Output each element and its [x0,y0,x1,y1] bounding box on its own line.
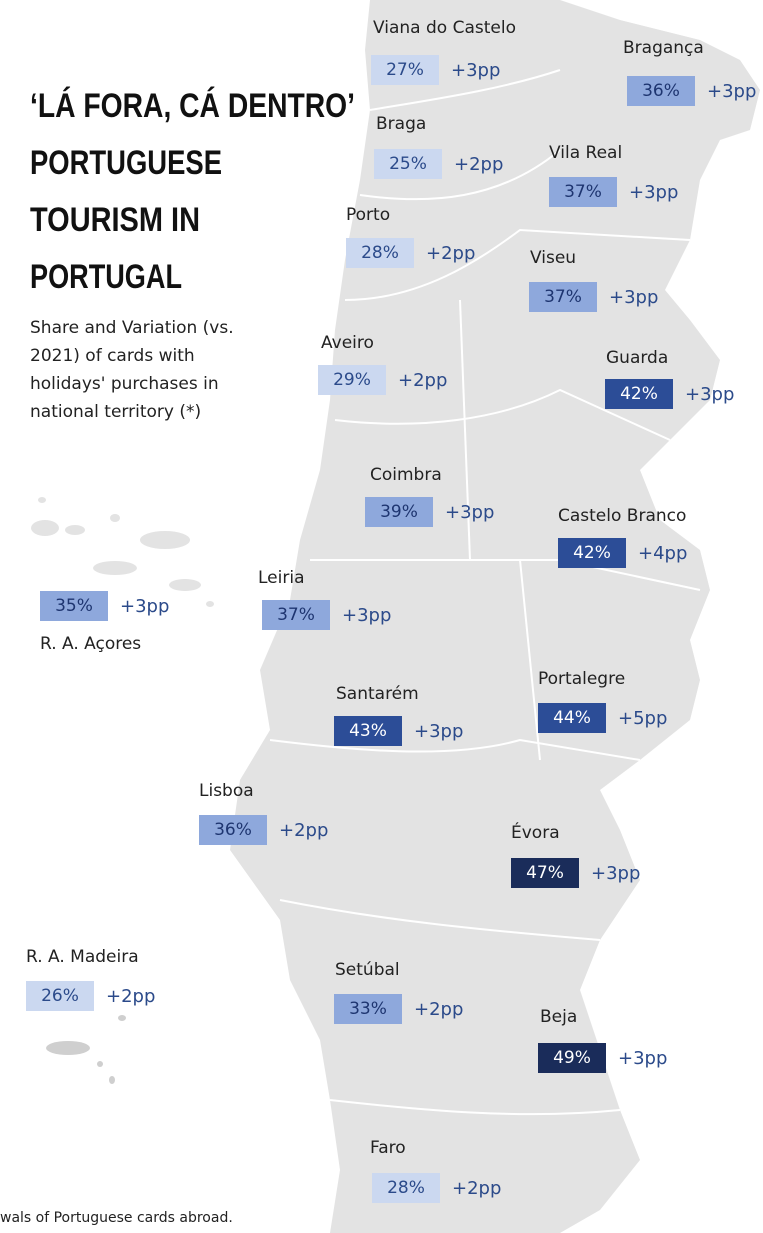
subtitle-line: Share and Variation (vs. [30,318,234,338]
subtitle-line: 2021) of cards with [30,346,195,366]
share-label: 28% [387,1178,425,1198]
variation-label: +3pp [591,863,640,884]
variation-label: +2pp [106,986,155,1007]
share-box [538,703,606,733]
share-box [199,815,267,845]
title-line: PORTUGUESE [30,144,222,182]
share-box [374,149,442,179]
variation-label: +3pp [445,502,494,523]
region-name: Vila Real [549,143,622,163]
share-label: 39% [380,502,418,522]
region-name: Guarda [606,348,668,368]
share-box [365,497,433,527]
region-name: Santarém [336,684,419,704]
title-line: TOURISM IN [30,201,200,239]
subtitle-line: holidays' purchases in [30,374,219,394]
variation-label: +3pp [685,384,734,405]
share-box [511,858,579,888]
share-box [372,1173,440,1203]
variation-label: +4pp [638,543,687,564]
region-name: Porto [346,205,390,225]
share-label: 27% [386,60,424,80]
share-box [262,600,330,630]
region-name: Castelo Branco [558,506,686,526]
variation-label: +3pp [451,60,500,81]
region-name: Viana do Castelo [373,18,516,38]
share-label: 42% [620,384,658,404]
variation-label: +3pp [609,287,658,308]
share-box [318,365,386,395]
share-box [346,238,414,268]
region-name: Braga [376,114,426,134]
variation-label: +3pp [342,605,391,626]
share-label: 29% [333,370,371,390]
variation-label: +3pp [120,596,169,617]
share-box [538,1043,606,1073]
title-line: ‘LÁ FORA, CÁ DENTRO’ [30,87,355,125]
region-name: Portalegre [538,669,625,689]
share-label: 36% [642,81,680,101]
regions: Viana do Castelo 27% +3pp Bragança 36% +3pp Br… [26,18,756,1203]
islands [31,497,214,1084]
footnote: wals of Portuguese cards abroad. [0,1210,233,1226]
variation-label: +2pp [414,999,463,1020]
share-label: 43% [349,721,387,741]
share-label: 44% [553,708,591,728]
region-name: Coimbra [370,465,442,485]
share-box [549,177,617,207]
variation-label: +2pp [279,820,328,841]
share-box [26,981,94,1011]
share-label: 47% [526,863,564,883]
region-name: Leiria [258,568,304,588]
share-box [558,538,626,568]
share-box [605,379,673,409]
variation-label: +3pp [618,1048,667,1069]
region-name: Aveiro [321,333,374,353]
subtitle-line: national territory (*) [30,402,201,422]
share-box [529,282,597,312]
region-name: Bragança [623,38,704,58]
region-name: Setúbal [335,960,400,980]
variation-label: +5pp [618,708,667,729]
variation-label: +2pp [398,370,447,391]
share-label: 37% [564,182,602,202]
mainland [230,0,760,1233]
share-label: 37% [544,287,582,307]
share-label: 26% [41,986,79,1006]
share-label: 42% [573,543,611,563]
share-label: 28% [361,243,399,263]
share-label: 25% [389,154,427,174]
share-box [371,55,439,85]
variation-label: +2pp [426,243,475,264]
region-name: Viseu [530,248,576,268]
region-name: Lisboa [199,781,254,801]
share-label: 33% [349,999,387,1019]
variation-label: +3pp [707,81,756,102]
title-line: PORTUGAL [30,258,182,296]
variation-label: +3pp [414,721,463,742]
share-box [40,591,108,621]
share-box [334,716,402,746]
region-name: Beja [540,1007,577,1027]
variation-label: +2pp [452,1178,501,1199]
share-box [627,76,695,106]
region-name: Évora [511,821,560,843]
variation-label: +2pp [454,154,503,175]
share-label: 35% [55,596,93,616]
share-label: 49% [553,1048,591,1068]
share-label: 37% [277,605,315,625]
share-box [334,994,402,1024]
region-name: Faro [370,1138,406,1158]
share-label: 36% [214,820,252,840]
region-name: R. A. Madeira [26,947,139,967]
region-name: R. A. Açores [40,634,141,654]
title: ‘LÁ FORA, CÁ DENTRO’ PORTUGUESE TOURISM IN… [30,87,355,296]
variation-label: +3pp [629,182,678,203]
subtitle: Share and Variation (vs. 2021) of cards w… [30,318,234,422]
